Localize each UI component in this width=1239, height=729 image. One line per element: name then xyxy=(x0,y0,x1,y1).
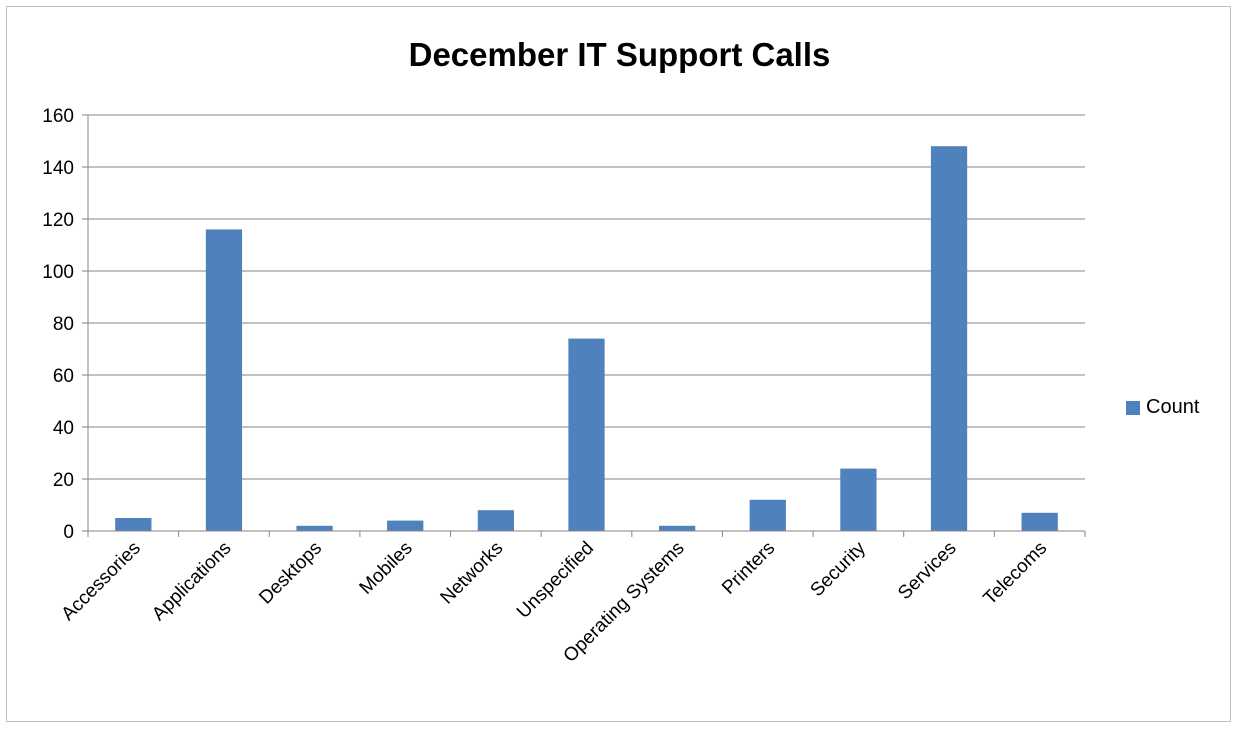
bar-services xyxy=(930,146,968,531)
x-tick-label: Networks xyxy=(437,538,508,609)
bar-desktops xyxy=(296,525,333,531)
y-tick-label: 160 xyxy=(42,106,74,127)
bar-operating-systems xyxy=(659,525,696,531)
legend-label-count: Count xyxy=(1146,396,1200,418)
x-tick-label: Applications xyxy=(148,538,235,625)
y-tick-label: 140 xyxy=(42,158,74,179)
y-tick-label: 20 xyxy=(53,470,74,491)
bar-networks xyxy=(477,510,514,531)
legend-swatch-count xyxy=(1126,400,1140,415)
x-tick-label: Printers xyxy=(718,538,779,599)
x-tick-label: Accessories xyxy=(58,538,145,625)
x-tick-label: Services xyxy=(894,538,960,604)
y-tick-label: 0 xyxy=(63,522,74,543)
x-tick-label: Unspecified xyxy=(513,538,598,623)
x-tick-label: Security xyxy=(807,537,871,601)
x-tick-label: Desktops xyxy=(255,538,326,609)
y-tick-label: 120 xyxy=(42,210,74,231)
y-tick-label: 80 xyxy=(53,314,74,335)
bar-security xyxy=(840,468,877,531)
x-tick-label: Mobiles xyxy=(356,538,417,599)
bar-printers xyxy=(749,499,786,531)
bar-telecoms xyxy=(1021,512,1058,531)
y-tick-label: 60 xyxy=(53,366,74,387)
bar-accessories xyxy=(115,518,152,531)
x-tick-label: Telecoms xyxy=(980,538,1052,610)
bar-applications xyxy=(205,229,243,531)
legend: Count xyxy=(1126,396,1199,419)
chart-title: December IT Support Calls xyxy=(408,36,831,73)
bar-unspecified xyxy=(568,338,605,531)
y-tick-label: 40 xyxy=(53,418,74,439)
bar-mobiles xyxy=(387,520,424,531)
y-tick-label: 100 xyxy=(42,262,74,283)
